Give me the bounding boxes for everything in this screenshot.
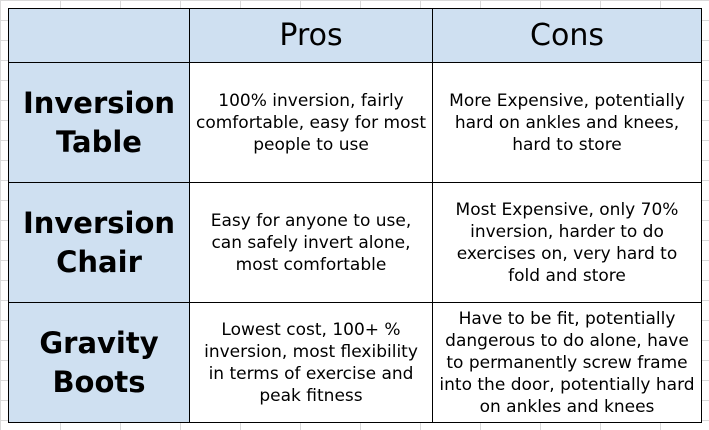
- cons-cell[interactable]: Have to be fit, potentially dangerous to…: [432, 302, 702, 423]
- row-label-gravity-boots[interactable]: Gravity Boots: [8, 302, 190, 423]
- header-row: Pros Cons: [8, 8, 702, 63]
- row-label-inversion-chair[interactable]: Inversion Chair: [8, 182, 190, 303]
- cons-cell[interactable]: More Expensive, potentially hard on ankl…: [432, 62, 702, 183]
- pros-cons-table: Pros Cons Inversion Table 100% inversion…: [8, 8, 702, 423]
- pros-cell[interactable]: Easy for anyone to use, can safely inver…: [189, 182, 433, 303]
- header-cons[interactable]: Cons: [432, 8, 702, 63]
- pros-cell[interactable]: Lowest cost, 100+ % inversion, most flex…: [189, 302, 433, 423]
- pros-cell[interactable]: 100% inversion, fairly comfortable, easy…: [189, 62, 433, 183]
- table-row: Inversion Table 100% inversion, fairly c…: [8, 62, 702, 183]
- cons-cell[interactable]: Most Expensive, only 70% inversion, hard…: [432, 182, 702, 303]
- header-corner-cell[interactable]: [8, 8, 190, 63]
- table-row: Gravity Boots Lowest cost, 100+ % invers…: [8, 302, 702, 423]
- header-pros[interactable]: Pros: [189, 8, 433, 63]
- table-row: Inversion Chair Easy for anyone to use, …: [8, 182, 702, 303]
- row-label-inversion-table[interactable]: Inversion Table: [8, 62, 190, 183]
